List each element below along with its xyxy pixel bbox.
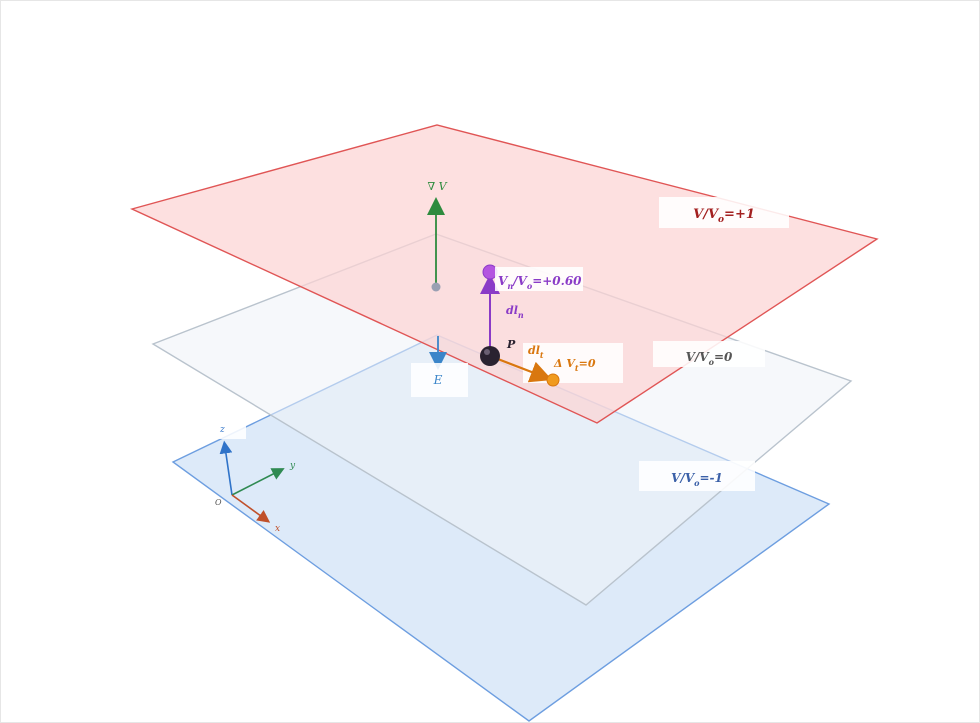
x-axis (231, 494, 271, 523)
tangent-step-label: dlt (528, 344, 544, 360)
origin-label: O (215, 498, 222, 507)
gradient-origin-point (431, 282, 441, 292)
top-plane-label: V/Vo=+1 (693, 207, 755, 225)
normal-end-label-bg (495, 267, 583, 291)
point-p-label: P (506, 338, 516, 351)
normal-end-point (482, 264, 498, 280)
z-axis (219, 440, 233, 496)
z-axis-label: z (219, 425, 225, 435)
top-plane-label-bg (659, 197, 789, 228)
z-label-bg (218, 421, 246, 439)
tangent-end-point (546, 373, 560, 387)
point-p-highlight (484, 349, 490, 355)
y-axis (231, 468, 285, 496)
middle-plane-label: V/Vo=0 (686, 350, 733, 367)
tangent-end-label: Δ Vt=0 (553, 357, 596, 373)
gradient-label: ∇ V (427, 180, 447, 193)
middle-plane-label-bg (653, 341, 765, 367)
point-p (480, 346, 500, 366)
field-label: E (433, 373, 443, 387)
bottom-plane-label: V/Vo=-1 (671, 471, 723, 488)
normal-step-label: dln (506, 304, 524, 320)
bottom-plane-label-bg (639, 461, 755, 491)
normal-end-label: Vn/Vo=+0.60 (498, 274, 582, 291)
field-label-bg (411, 363, 468, 397)
x-axis-label: x (275, 524, 280, 534)
y-axis-label: y (289, 461, 296, 471)
